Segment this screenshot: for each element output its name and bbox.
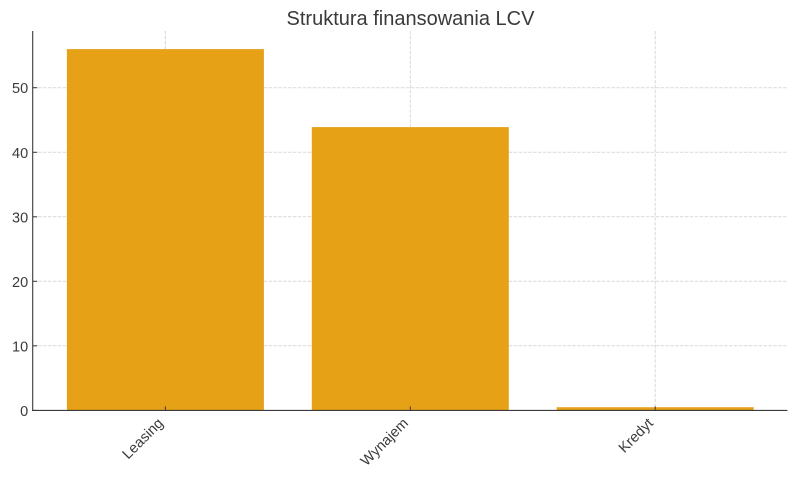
svg-text:10: 10 bbox=[12, 339, 28, 355]
svg-text:40: 40 bbox=[12, 146, 28, 162]
svg-text:Struktura finansowania LCV: Struktura finansowania LCV bbox=[287, 8, 536, 30]
svg-text:0: 0 bbox=[20, 404, 28, 420]
svg-text:30: 30 bbox=[12, 210, 28, 226]
svg-text:50: 50 bbox=[12, 81, 28, 97]
svg-text:20: 20 bbox=[12, 275, 28, 291]
